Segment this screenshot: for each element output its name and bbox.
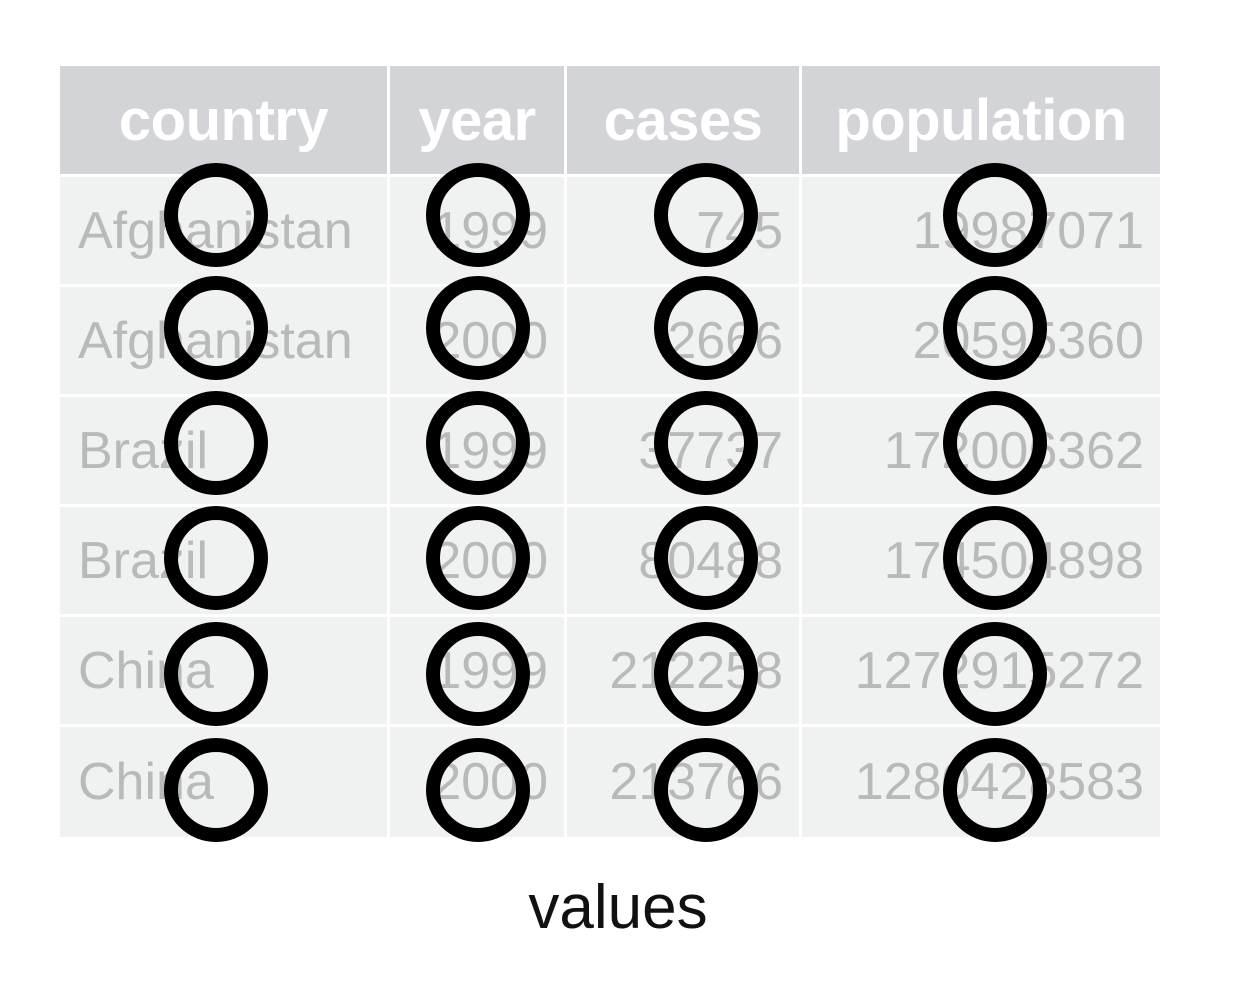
caption-values: values	[528, 873, 708, 942]
table-row: Brazil 1999 37737 172006362	[60, 397, 1160, 507]
table-row: China 1999 212258 1272915272	[60, 617, 1160, 727]
header-year: year	[390, 66, 567, 177]
cell-cases: 37737	[567, 397, 802, 507]
cell-population: 1272915272	[802, 617, 1160, 727]
cell-year: 1999	[390, 397, 567, 507]
cell-cases: 2666	[567, 287, 802, 397]
cell-country: Brazil	[60, 397, 390, 507]
cell-country: Afghanistan	[60, 177, 390, 287]
cell-country: Afghanistan	[60, 287, 390, 397]
cell-country: China	[60, 727, 390, 837]
cell-population: 20595360	[802, 287, 1160, 397]
cell-cases: 213766	[567, 727, 802, 837]
cell-year: 2000	[390, 287, 567, 397]
header-cases: cases	[567, 66, 802, 177]
cell-population: 172006362	[802, 397, 1160, 507]
cell-country: Brazil	[60, 507, 390, 617]
cell-cases: 80488	[567, 507, 802, 617]
table-row: China 2000 213766 1280428583	[60, 727, 1160, 837]
cell-population: 1280428583	[802, 727, 1160, 837]
table-row: Brazil 2000 80488 174504898	[60, 507, 1160, 617]
cell-population: 174504898	[802, 507, 1160, 617]
data-table: country year cases population Afghanista…	[60, 66, 1160, 837]
header-population: population	[802, 66, 1160, 177]
cell-population: 19987071	[802, 177, 1160, 287]
table-row: Afghanistan 1999 745 19987071	[60, 177, 1160, 287]
cell-cases: 212258	[567, 617, 802, 727]
cell-country: China	[60, 617, 390, 727]
cell-year: 1999	[390, 177, 567, 287]
cell-cases: 745	[567, 177, 802, 287]
header-row: country year cases population	[60, 66, 1160, 177]
table-row: Afghanistan 2000 2666 20595360	[60, 287, 1160, 397]
header-country: country	[60, 66, 390, 177]
cell-year: 2000	[390, 507, 567, 617]
cell-year: 2000	[390, 727, 567, 837]
cell-year: 1999	[390, 617, 567, 727]
